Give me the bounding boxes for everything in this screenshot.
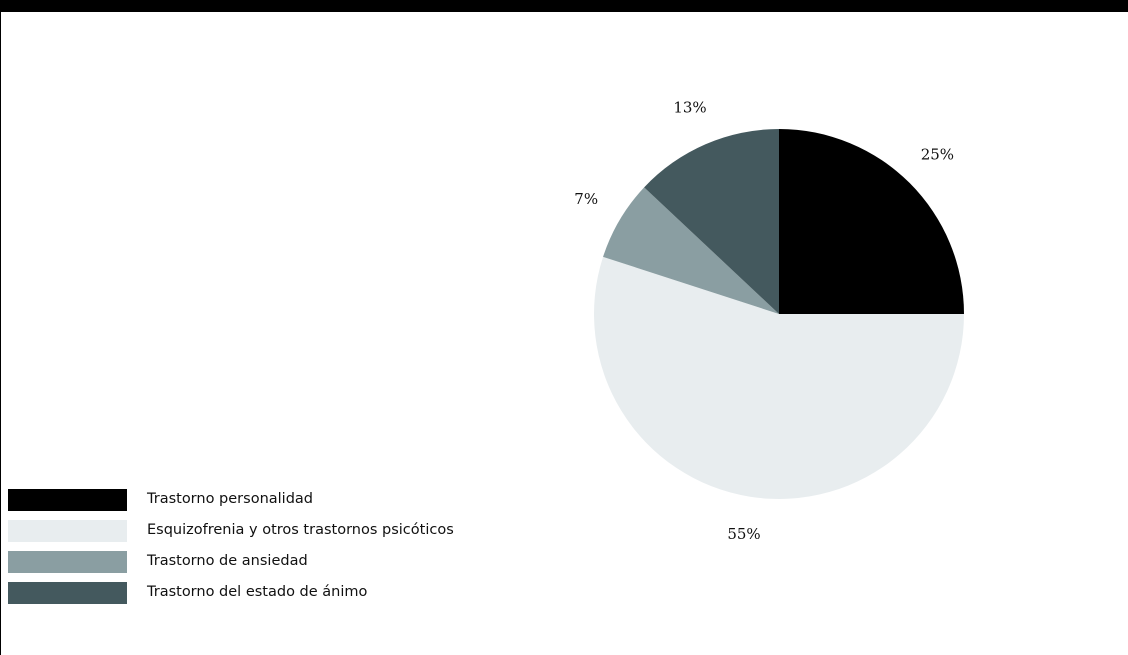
legend-swatch <box>8 489 127 511</box>
slice-value-label: 25% <box>921 146 954 164</box>
pie-slice <box>603 187 779 314</box>
legend-swatch <box>8 520 127 542</box>
legend-label: Trastorno de ansiedad <box>147 553 308 569</box>
slice-value-label: 13% <box>673 98 706 116</box>
slice-value-label: 55% <box>727 525 760 543</box>
pie-slice <box>779 129 964 314</box>
left-border-line <box>0 12 1 655</box>
top-border-bar <box>0 0 1128 12</box>
legend-swatch <box>8 582 127 604</box>
pie-slice <box>644 129 779 314</box>
legend-label: Trastorno personalidad <box>147 491 313 507</box>
legend-label: Esquizofrenia y otros trastornos psicóti… <box>147 522 454 538</box>
legend-swatch <box>8 551 127 573</box>
legend-label: Trastorno del estado de ánimo <box>147 584 368 600</box>
slice-value-label: 7% <box>574 190 598 208</box>
pie-slice <box>594 256 964 499</box>
